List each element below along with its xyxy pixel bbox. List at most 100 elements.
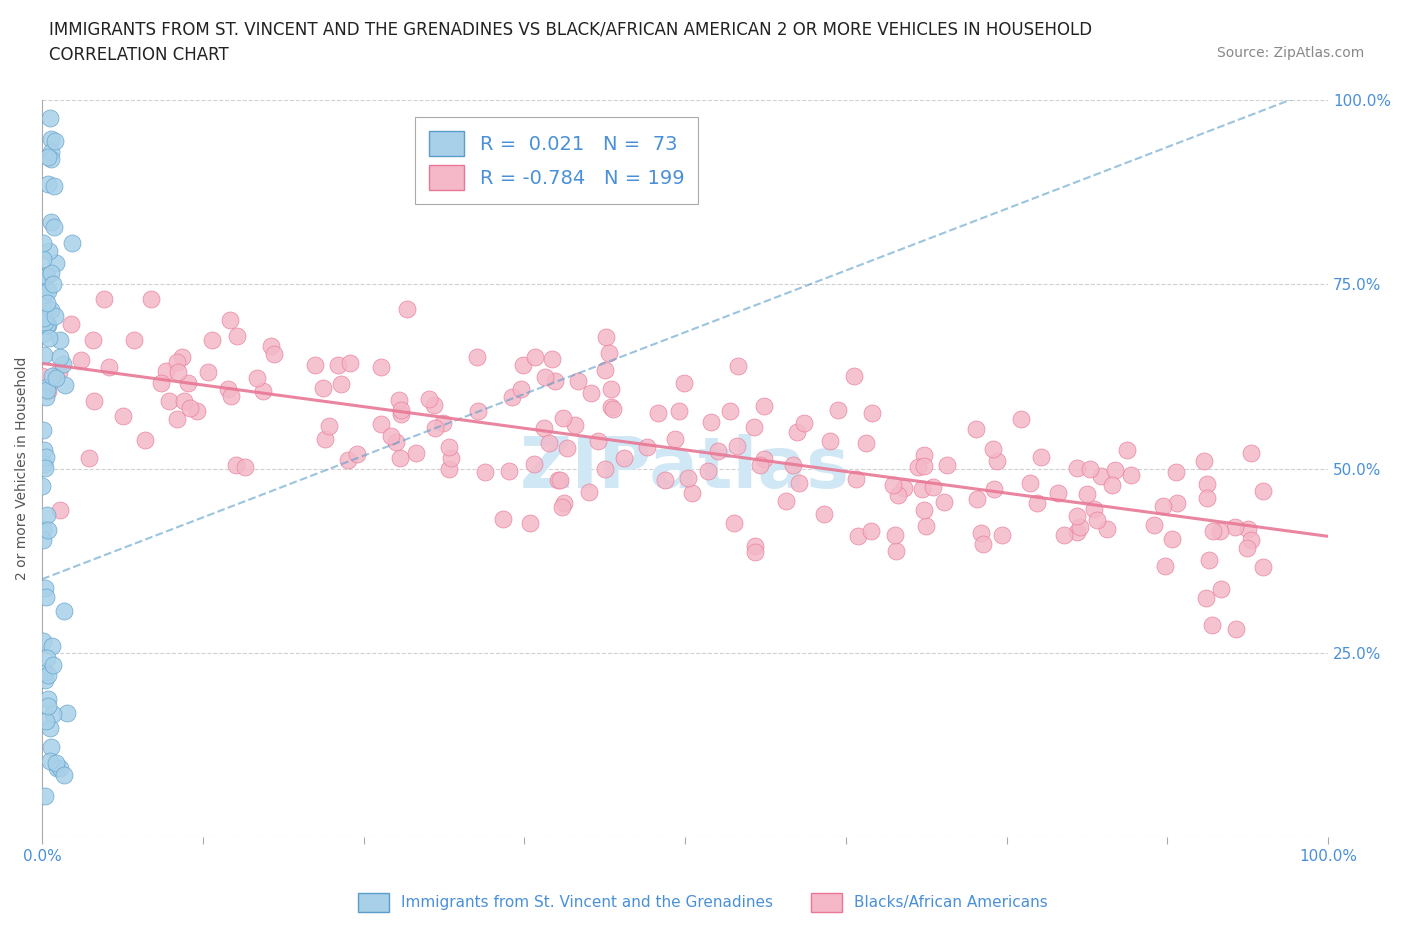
Point [48,350,70,365]
Point [37,379,59,394]
Point [983,442,1005,457]
Point [49,333,72,348]
Point [439,461,461,476]
Point [41,276,63,291]
Point [35,508,58,523]
Point [42,706,65,721]
Point [884,544,907,559]
Point [44,309,66,324]
Point [396,301,419,316]
Point [498,463,520,478]
Point [219,389,242,404]
Point [1066,460,1088,475]
Text: ZIPatlas: ZIPatlas [520,434,851,503]
Point [405,445,427,460]
Point [37,317,59,332]
Point [752,399,775,414]
Point [681,485,703,500]
Point [217,381,239,396]
Point [225,458,247,472]
Point [668,404,690,418]
Point [1195,490,1218,505]
Point [41,368,63,383]
Point [38,330,60,345]
Point [707,444,730,458]
Point [39,215,62,230]
Point [432,416,454,431]
Point [1225,622,1247,637]
Point [149,376,172,391]
Point [260,339,283,353]
Point [512,357,534,372]
Point [1047,485,1070,500]
Point [914,518,936,533]
Point [1161,531,1184,546]
Point [697,463,720,478]
Point [32,456,55,471]
Point [179,400,201,415]
Point [845,472,868,487]
Point [37,692,59,707]
Point [523,349,546,364]
Point [602,401,624,416]
Point [578,485,600,499]
Point [37,383,59,398]
Point [1076,486,1098,501]
Point [613,450,636,465]
Point [593,363,616,378]
Point [1154,559,1177,574]
Point [388,392,411,407]
Point [547,472,569,487]
Point [1164,465,1187,480]
Point [1010,411,1032,426]
Point [82,333,104,348]
Legend: R =  0.021   N =  73, R = -0.784   N = 199: R = 0.021 N = 73, R = -0.784 N = 199 [415,117,697,204]
Point [52,768,75,783]
Point [1087,513,1109,528]
Point [52,356,75,371]
Point [55,706,77,721]
Point [218,312,240,327]
Point [912,458,935,473]
Point [170,350,193,365]
Point [304,358,326,373]
Point [346,446,368,461]
Point [32,443,55,458]
Point [98,360,121,375]
Point [744,420,766,435]
Point [41,639,63,654]
Point [380,428,402,443]
Point [32,235,55,250]
Point [492,512,515,526]
Point [986,454,1008,469]
Point [509,381,531,396]
Point [48,365,70,379]
Point [664,432,686,446]
Point [534,369,557,384]
Point [39,144,62,159]
Point [177,375,200,390]
Point [226,328,249,343]
Point [157,393,180,408]
Point [39,131,62,146]
Point [197,365,219,379]
Point [34,580,56,595]
Point [173,393,195,408]
Point [70,352,93,367]
Point [595,329,617,344]
Point [32,311,55,325]
Point [39,739,62,754]
Point [567,374,589,389]
Point [586,434,609,449]
Point [744,545,766,560]
Point [37,668,59,683]
Point [32,327,55,342]
Point [34,314,56,329]
Point [860,524,883,538]
Point [42,658,65,672]
Point [385,434,408,449]
Point [31,368,53,383]
Point [44,178,66,193]
Y-axis label: 2 or more Vehicles in Household: 2 or more Vehicles in Household [15,357,30,580]
Point [1223,520,1246,535]
